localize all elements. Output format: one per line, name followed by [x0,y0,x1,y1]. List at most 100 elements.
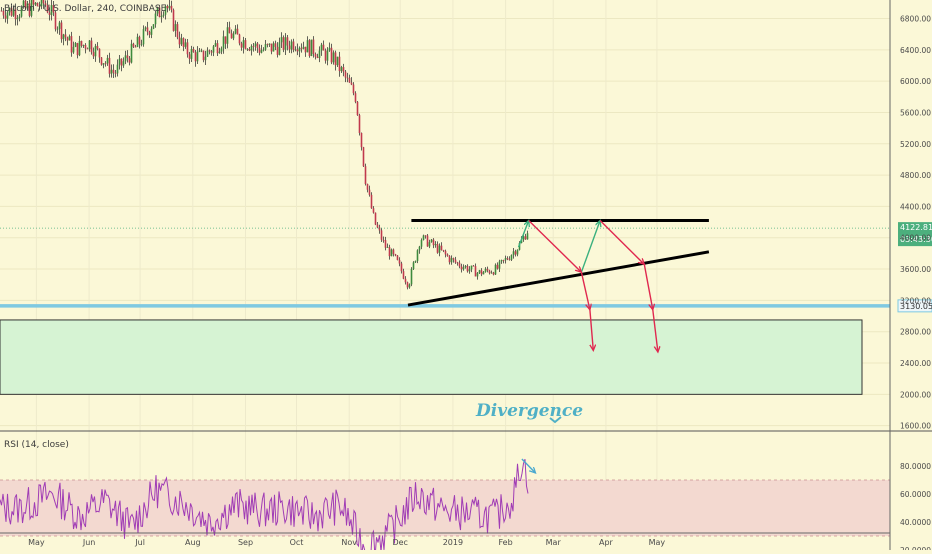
price-candle-body [90,40,93,53]
price-candle-body [134,46,137,48]
price-candle-body [486,268,489,271]
price-candle-body [346,77,349,79]
price-candle-body [188,54,191,59]
price-candle-body [2,10,5,16]
price-candle-body [432,239,435,246]
price-candle-body [234,28,237,34]
price-tick-label: 6000.00 [900,77,931,86]
price-candle-body [84,44,87,49]
price-candle-body [292,41,295,50]
price-candle-body [6,12,9,19]
price-candle-body [10,7,13,16]
time-tick-label: Sep [238,538,253,547]
price-candle-body [494,264,497,275]
price-candle-body [262,49,265,51]
time-tick-label: May [649,538,666,547]
price-candle-body [430,239,433,243]
price-candle-body [440,245,443,250]
price-candle-body [354,93,357,102]
price-candle-body [240,43,243,48]
price-candle-body [282,37,285,50]
time-tick-label: Jun [82,538,96,547]
price-candle-body [190,48,193,59]
price-candle-body [184,42,187,47]
price-candle-body [452,258,455,260]
price-candle-body [30,0,33,16]
price-candle-body [32,0,35,5]
rsi-tick-label: 80.0000 [900,462,931,471]
price-candle-body [244,40,247,49]
price-candle-body [344,71,347,78]
price-candle-body [40,0,43,7]
price-candle-body [224,36,227,44]
price-candle-body [508,259,511,261]
price-candle-body [458,262,461,267]
price-candle-body [58,22,61,29]
price-candle-body [164,6,167,15]
price-candle-body [398,259,401,264]
price-candle-body [434,244,437,246]
rsi-label: RSI (14, close) [4,440,69,450]
price-candle-body [60,22,63,40]
price-candle-body [492,272,495,275]
price-candle-body [54,12,57,30]
time-tick-label: May [28,538,45,547]
price-candle-body [422,235,425,240]
time-tick-label: Jul [134,538,145,547]
price-candle-body [42,0,45,4]
projection-down-arrow [589,309,593,351]
price-candle-body [334,52,337,66]
price-candle-body [212,46,215,53]
price-candle-body [464,265,467,268]
price-candle-body [110,69,113,74]
price-candle-body [358,115,361,133]
price-candle-body [182,38,185,47]
price-candle-body [34,2,37,5]
price-candle-body [336,56,339,66]
price-candle-body [506,258,509,260]
price-candle-body [132,43,135,47]
price-candle-body [26,3,29,9]
price-candle-body [158,7,161,18]
price-candle-body [454,259,457,263]
price-candle-body [272,43,275,52]
price-candle-body [318,50,321,58]
price-candle-body [266,44,269,45]
price-candle-body [264,44,267,50]
chart-title: Bitcoin / U.S. Dollar, 240, COINBASE [4,4,167,14]
price-candle-body [198,50,201,52]
price-candle-body [246,48,249,50]
price-candle-body [140,44,143,46]
time-tick-label: Feb [499,538,513,547]
price-candle-body [496,264,499,269]
price-candle-body [376,224,379,228]
divergence-checkmark [549,416,562,424]
price-candle-body [462,267,465,270]
price-candle-body [514,251,517,255]
price-candle-body [448,256,451,263]
price-candle-body [214,43,217,47]
price-candle-body [16,17,19,20]
time-tick-label: Oct [290,538,304,547]
price-candle-body [56,28,59,30]
price-candle-body [286,37,289,46]
price-candle-body [74,43,77,47]
price-candle-body [66,37,69,41]
price-candle-body [502,259,505,261]
price-candle-body [94,45,97,57]
price-candle-body [168,5,171,9]
price-candle-body [192,48,195,53]
price-candle-body [186,42,189,55]
target-zone-box [0,319,863,395]
price-candle-body [360,132,363,148]
price-candle-body [116,64,119,74]
price-candle-body [268,43,271,45]
price-tick-label: 4400.00 [900,202,931,211]
price-candle-body [166,6,169,9]
price-candle-body [356,101,359,116]
price-candle-body [82,44,85,46]
price-candle-body [516,249,519,255]
price-candle-body [222,36,225,49]
price-candle-body [12,9,15,16]
